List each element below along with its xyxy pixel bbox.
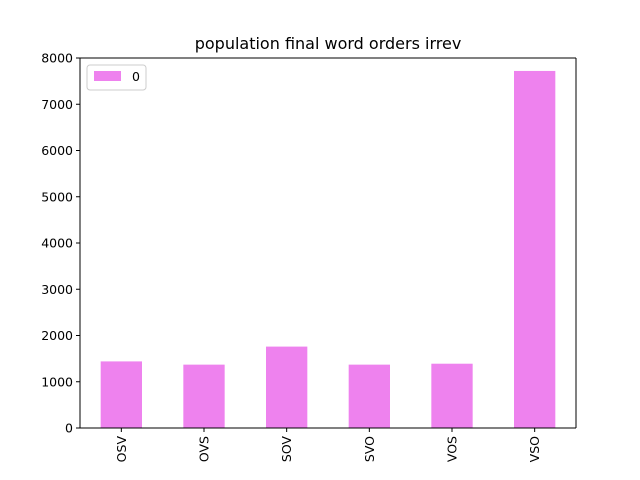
bar-svo (348, 364, 390, 428)
chart-title: population final word orders irrev (195, 34, 462, 53)
bar-ovs (183, 364, 225, 428)
y-tick-label: 3000 (41, 282, 73, 297)
y-tick-label: 6000 (41, 143, 73, 158)
x-tick-label-svo: SVO (362, 436, 377, 462)
x-tick-label-ovs: OVS (197, 436, 212, 462)
x-tick-label-vso: VSO (527, 436, 542, 462)
legend-label: 0 (132, 69, 140, 84)
y-tick-label: 4000 (41, 236, 73, 251)
y-tick-label: 7000 (41, 97, 73, 112)
bar-vos (431, 363, 473, 428)
legend-swatch (94, 71, 121, 81)
x-tick-label-sov: SOV (279, 436, 294, 463)
x-tick-label-osv: OSV (114, 436, 129, 463)
y-tick-label: 8000 (41, 51, 73, 66)
y-tick-label: 5000 (41, 189, 73, 204)
bar-osv (100, 361, 142, 428)
y-tick-label: 0 (65, 421, 73, 436)
x-tick-label-vos: VOS (445, 436, 460, 462)
bar-vso (514, 70, 556, 428)
bar-sov (266, 346, 308, 428)
y-tick-label: 1000 (41, 374, 73, 389)
y-tick-label: 2000 (41, 328, 73, 343)
